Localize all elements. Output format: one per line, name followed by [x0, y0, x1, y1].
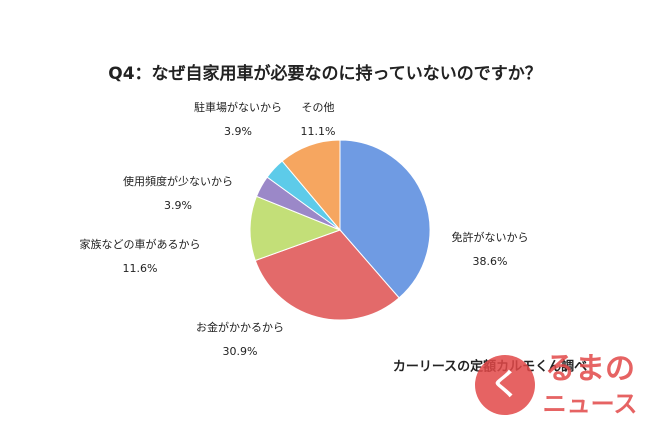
logo-text: ニュース — [543, 390, 638, 418]
value-label: 11.6% — [123, 262, 158, 275]
value-label: 38.6% — [473, 255, 508, 268]
pie-slice — [254, 229, 400, 321]
pie — [249, 139, 431, 321]
value-label: 30.9% — [223, 345, 258, 358]
slice-label: 家族などの車があるから — [80, 237, 201, 251]
slice-label: お金がかかるから — [196, 320, 284, 334]
pie-slice — [339, 139, 431, 299]
value-label: 3.9% — [224, 125, 252, 138]
slice-label: 免許がないから — [452, 230, 529, 244]
chart-title: Q4：なぜ自家用車が必要なのに持っていないのですか？ — [108, 63, 541, 84]
slice-label: 使用頻度が少ないから — [123, 174, 233, 188]
value-label: 3.9% — [164, 199, 192, 212]
slice-label: その他 — [302, 101, 335, 114]
pie-slice — [281, 139, 341, 232]
logo-text: るまの — [545, 352, 635, 387]
slice-label: 駐車場がないから — [194, 100, 282, 114]
logo-circle — [475, 355, 535, 415]
logo-mark: く — [490, 368, 520, 403]
logo: く るまの ニュース — [475, 352, 638, 418]
value-label: 11.1% — [301, 125, 336, 138]
pie-slice — [249, 195, 342, 262]
